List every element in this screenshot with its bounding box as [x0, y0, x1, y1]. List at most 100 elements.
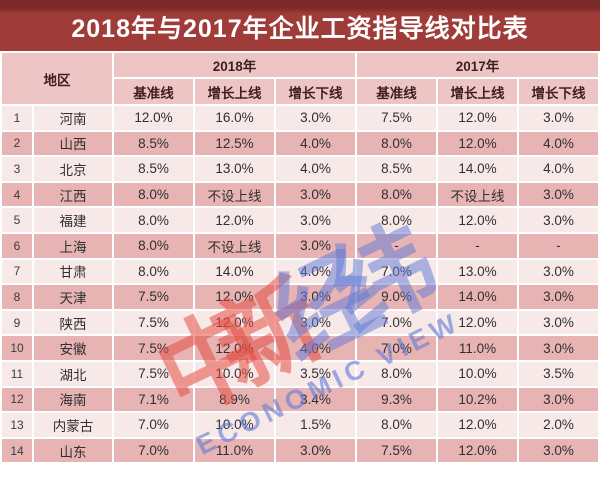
value-2018-baseline: 7.5% — [114, 285, 193, 309]
value-2018-upper: 不设上线 — [195, 233, 274, 258]
value-2017-lower: 3.0% — [519, 438, 599, 463]
table-row: 5 福建 8.0% 12.0% 3.0% 8.0% 12.0% 3.0% — [2, 208, 599, 232]
value-2017-upper: 10.2% — [438, 387, 518, 412]
row-number: 10 — [2, 336, 32, 360]
page-title: 2018年与2017年企业工资指导线对比表 — [71, 14, 529, 43]
value-2018-baseline: 8.0% — [114, 208, 193, 232]
value-2017-lower: 3.0% — [519, 310, 599, 335]
value-2017-baseline: 7.5% — [357, 106, 437, 130]
region-name: 安徽 — [34, 336, 112, 360]
value-2017-baseline: 8.0% — [357, 413, 437, 437]
header-2017-baseline: 基准线 — [357, 79, 437, 104]
value-2018-upper: 不设上线 — [195, 182, 274, 207]
value-2018-lower: 3.0% — [276, 310, 356, 335]
value-2018-baseline: 8.0% — [114, 233, 193, 258]
value-2017-baseline: 7.0% — [357, 336, 437, 360]
value-2017-upper: 12.0% — [438, 131, 518, 156]
value-2017-lower: 3.0% — [519, 387, 599, 412]
value-2017-upper: 不设上线 — [438, 182, 518, 207]
value-2017-baseline: 8.5% — [357, 157, 437, 181]
value-2018-lower: 3.5% — [276, 361, 356, 386]
row-number: 2 — [2, 131, 32, 156]
value-2018-baseline: 7.5% — [114, 361, 193, 386]
value-2018-baseline: 7.0% — [114, 413, 193, 437]
value-2017-upper: 14.0% — [438, 285, 518, 309]
table-row: 8 天津 7.5% 12.0% 3.0% 9.0% 14.0% 3.0% — [2, 285, 599, 309]
table-row: 10 安徽 7.5% 12.0% 4.0% 7.0% 11.0% 3.0% — [2, 336, 599, 360]
region-name: 上海 — [34, 233, 112, 258]
value-2018-baseline: 7.5% — [114, 336, 193, 360]
value-2018-upper: 12.0% — [195, 310, 274, 335]
value-2017-baseline: 9.3% — [357, 387, 437, 412]
value-2017-upper: 12.0% — [438, 106, 518, 130]
value-2017-lower: 3.0% — [519, 259, 599, 284]
table-row: 11 湖北 7.5% 10.0% 3.5% 8.0% 10.0% 3.5% — [2, 361, 599, 386]
year-2017-group-header: 2017年 — [357, 53, 599, 77]
value-2018-lower: 1.5% — [276, 413, 356, 437]
header-metric-row: 基准线 增长上线 增长下线 基准线 增长上线 增长下线 — [2, 79, 599, 104]
value-2018-lower: 3.0% — [276, 438, 356, 463]
value-2017-upper: - — [438, 233, 518, 258]
value-2017-upper: 12.0% — [438, 208, 518, 232]
table-row: 12 海南 7.1% 8.9% 3.4% 9.3% 10.2% 3.0% — [2, 387, 599, 412]
row-number: 12 — [2, 387, 32, 412]
table-row: 13 内蒙古 7.0% 10.0% 1.5% 8.0% 12.0% 2.0% — [2, 413, 599, 437]
row-number: 11 — [2, 361, 32, 386]
value-2017-lower: 3.0% — [519, 106, 599, 130]
region-name: 内蒙古 — [34, 413, 112, 437]
table-row: 3 北京 8.5% 13.0% 4.0% 8.5% 14.0% 4.0% — [2, 157, 599, 181]
value-2018-baseline: 8.0% — [114, 259, 193, 284]
row-number: 5 — [2, 208, 32, 232]
row-number: 14 — [2, 438, 32, 463]
row-number: 8 — [2, 285, 32, 309]
wage-guideline-comparison-table: 地区 2018年 2017年 基准线 增长上线 增长下线 基准线 增长上线 增长… — [0, 51, 600, 464]
value-2018-upper: 12.0% — [195, 336, 274, 360]
region-name: 甘肃 — [34, 259, 112, 284]
value-2017-upper: 12.0% — [438, 438, 518, 463]
header-2017-upper: 增长上线 — [438, 79, 518, 104]
value-2018-upper: 10.0% — [195, 413, 274, 437]
value-2018-upper: 12.0% — [195, 285, 274, 309]
table-row: 7 甘肃 8.0% 14.0% 4.0% 7.0% 13.0% 3.0% — [2, 259, 599, 284]
value-2018-lower: 4.0% — [276, 157, 356, 181]
value-2018-upper: 10.0% — [195, 361, 274, 386]
table-row: 4 江西 8.0% 不设上线 3.0% 8.0% 不设上线 3.0% — [2, 182, 599, 207]
value-2017-baseline: 7.5% — [357, 438, 437, 463]
value-2017-baseline: 7.0% — [357, 259, 437, 284]
value-2017-upper: 12.0% — [438, 413, 518, 437]
region-name: 海南 — [34, 387, 112, 412]
value-2017-baseline: 8.0% — [357, 182, 437, 207]
value-2018-baseline: 8.0% — [114, 182, 193, 207]
region-name: 福建 — [34, 208, 112, 232]
value-2018-upper: 11.0% — [195, 438, 274, 463]
value-2018-baseline: 7.1% — [114, 387, 193, 412]
value-2017-lower: 3.0% — [519, 182, 599, 207]
value-2017-upper: 14.0% — [438, 157, 518, 181]
value-2018-lower: 4.0% — [276, 336, 356, 360]
value-2018-lower: 4.0% — [276, 259, 356, 284]
value-2018-lower: 3.0% — [276, 233, 356, 258]
value-2017-lower: 3.5% — [519, 361, 599, 386]
table-row: 14 山东 7.0% 11.0% 3.0% 7.5% 12.0% 3.0% — [2, 438, 599, 463]
value-2018-baseline: 8.5% — [114, 157, 193, 181]
value-2018-upper: 14.0% — [195, 259, 274, 284]
region-name: 陕西 — [34, 310, 112, 335]
title-bar: 2018年与2017年企业工资指导线对比表 — [0, 0, 600, 51]
region-name: 河南 — [34, 106, 112, 130]
region-name: 山东 — [34, 438, 112, 463]
value-2017-baseline: 9.0% — [357, 285, 437, 309]
table-row: 1 河南 12.0% 16.0% 3.0% 7.5% 12.0% 3.0% — [2, 106, 599, 130]
row-number: 7 — [2, 259, 32, 284]
header-year-row: 地区 2018年 2017年 — [2, 53, 599, 104]
value-2017-upper: 13.0% — [438, 259, 518, 284]
region-name: 江西 — [34, 182, 112, 207]
value-2017-lower: 3.0% — [519, 208, 599, 232]
value-2017-lower: 4.0% — [519, 131, 599, 156]
value-2018-baseline: 12.0% — [114, 106, 193, 130]
value-2018-baseline: 7.5% — [114, 310, 193, 335]
header-2018-lower: 增长下线 — [276, 79, 356, 104]
region-column-header: 地区 — [2, 53, 112, 104]
row-number: 1 — [2, 106, 32, 130]
value-2017-baseline: 7.0% — [357, 310, 437, 335]
value-2018-upper: 12.5% — [195, 131, 274, 156]
